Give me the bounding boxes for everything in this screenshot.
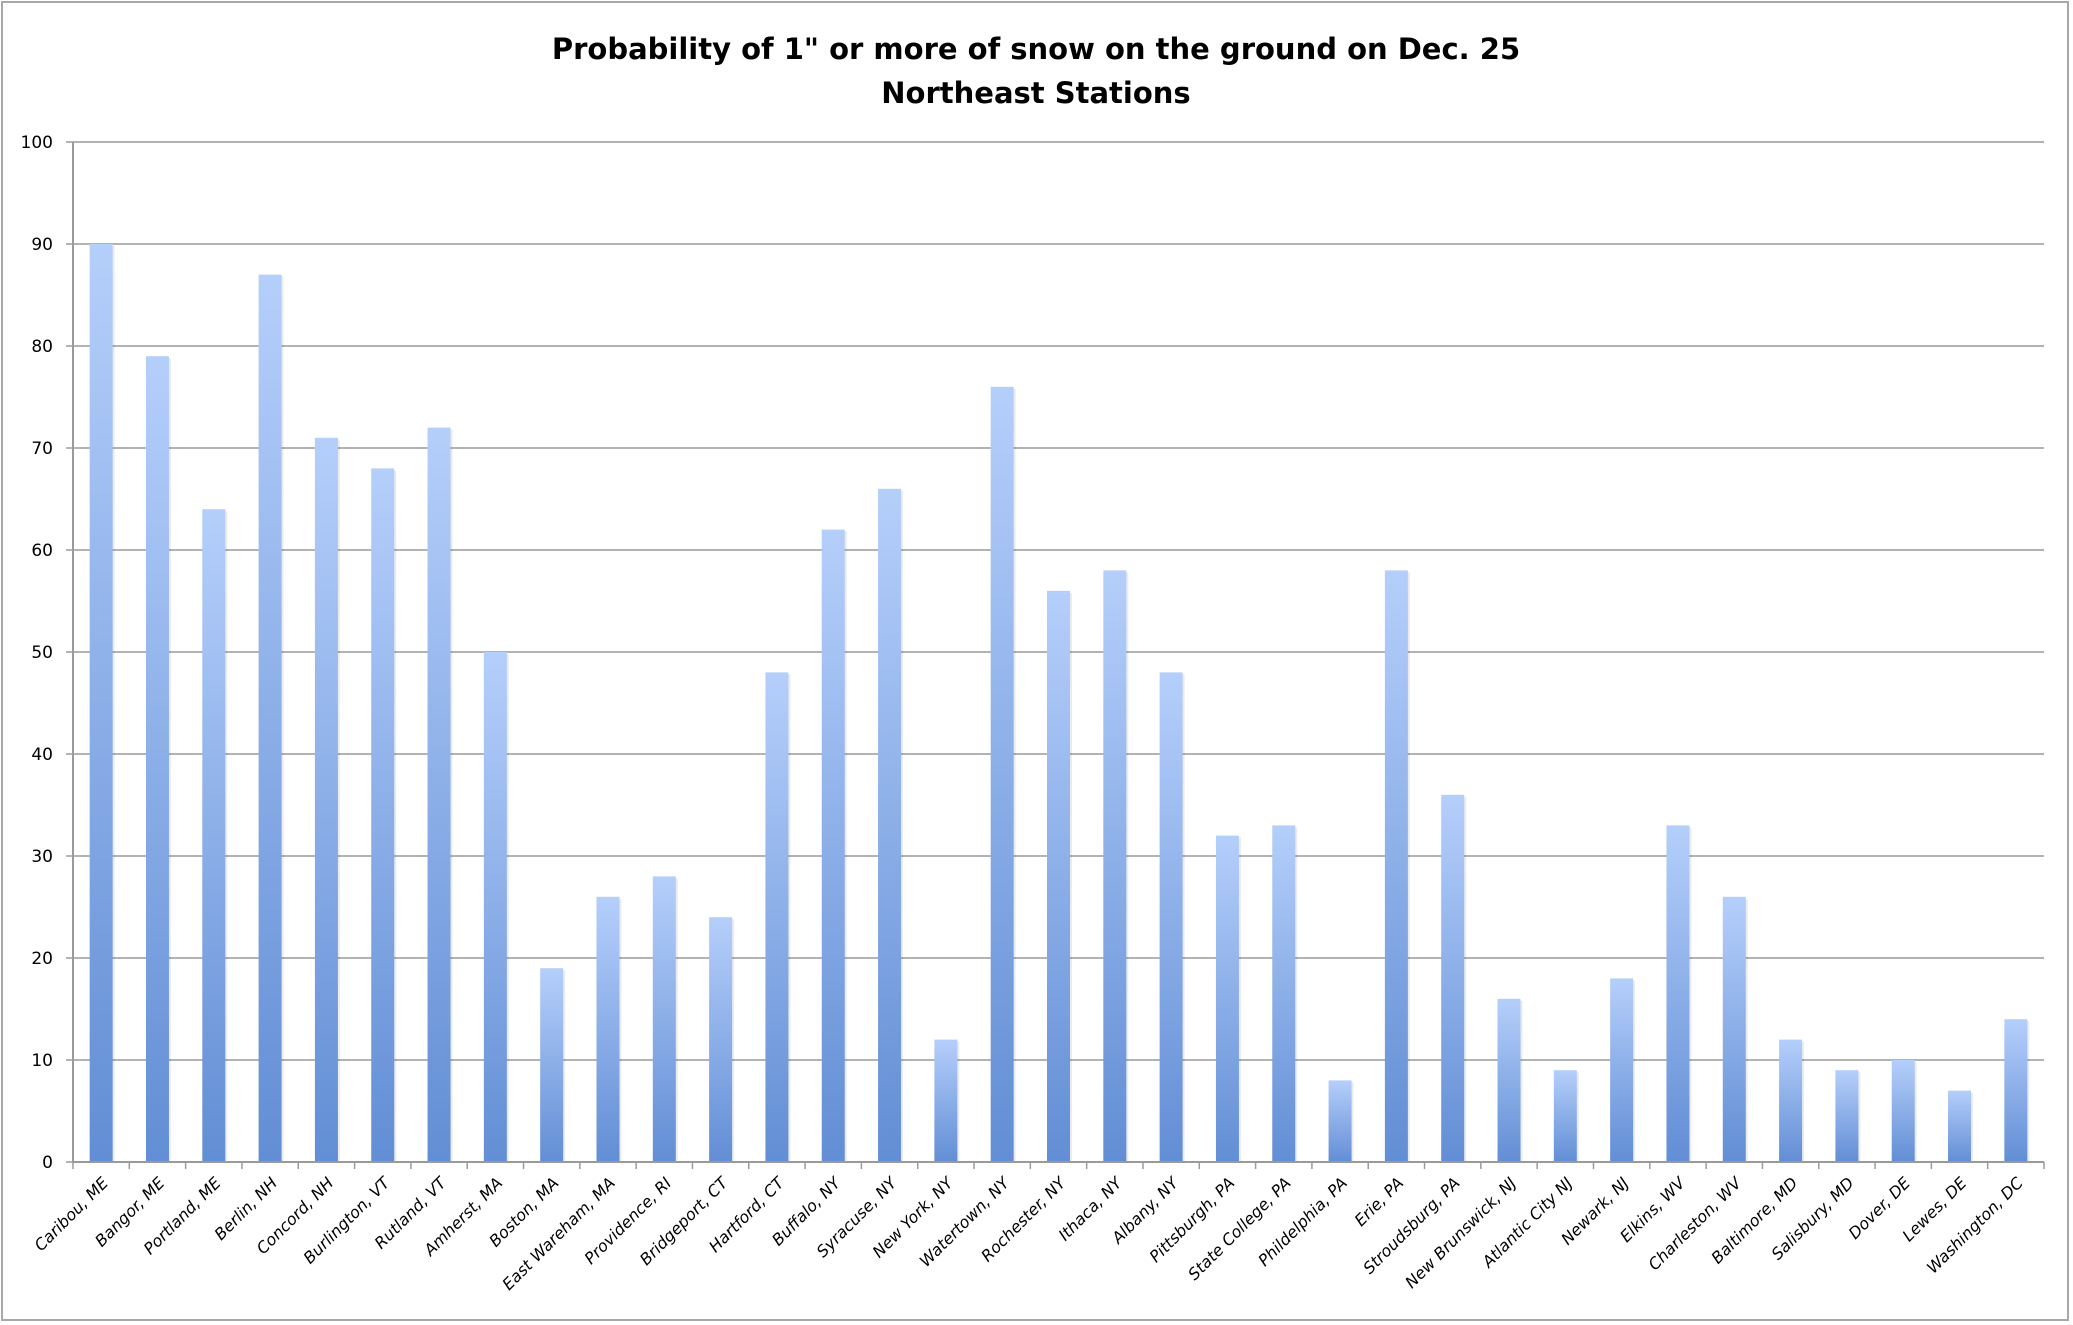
bar [1441, 794, 1465, 1162]
bar [89, 244, 113, 1162]
bar [1215, 835, 1239, 1162]
bar [1610, 978, 1634, 1162]
y-tick-label: 70 [31, 439, 53, 459]
bar [540, 968, 564, 1162]
bar [1159, 672, 1183, 1162]
bar [483, 652, 507, 1162]
y-tick-label: 0 [42, 1153, 53, 1173]
bar [427, 427, 451, 1163]
bar [1666, 825, 1690, 1162]
y-tick-label: 50 [31, 643, 53, 663]
y-tick-label: 30 [31, 847, 53, 867]
bar [652, 876, 676, 1162]
bar [1722, 896, 1746, 1162]
bar [202, 509, 226, 1162]
chart-subtitle: Northeast Stations [881, 76, 1190, 110]
y-tick-label: 100 [21, 133, 53, 153]
x-tick-label: Erie, PA [1351, 1173, 1408, 1230]
bar [1553, 1070, 1577, 1162]
bar [934, 1039, 958, 1162]
bar [765, 672, 789, 1162]
bar [1891, 1060, 1915, 1162]
bar [1384, 570, 1408, 1162]
bar [1272, 825, 1296, 1162]
x-tick-label: Washington, DC [1923, 1173, 2027, 1277]
bar [1047, 590, 1070, 1162]
bar [878, 488, 902, 1162]
bar [258, 274, 282, 1163]
bar [371, 468, 395, 1162]
x-tick-label: State College, PA [1184, 1173, 1294, 1283]
y-tick-label: 80 [31, 337, 53, 357]
bar [1103, 570, 1127, 1162]
bar [314, 437, 338, 1162]
y-tick-label: 40 [31, 745, 53, 765]
chart-title: Probability of 1" or more of snow on the… [552, 32, 1520, 66]
y-tick-label: 10 [31, 1051, 53, 1071]
bar [1779, 1039, 1803, 1162]
y-tick-label: 90 [31, 235, 53, 255]
bar [1835, 1070, 1859, 1162]
bar [596, 896, 620, 1162]
bar [1328, 1080, 1352, 1162]
y-tick-label: 20 [31, 949, 53, 969]
x-tick-label: Stroudsburg, PA [1359, 1173, 1463, 1277]
bar [2004, 1019, 2028, 1162]
bar [145, 356, 169, 1162]
bar [990, 386, 1014, 1162]
bar [821, 529, 845, 1162]
y-tick-label: 60 [31, 541, 53, 561]
bar [709, 917, 733, 1162]
bar [1497, 998, 1521, 1162]
bar [1948, 1090, 1972, 1162]
